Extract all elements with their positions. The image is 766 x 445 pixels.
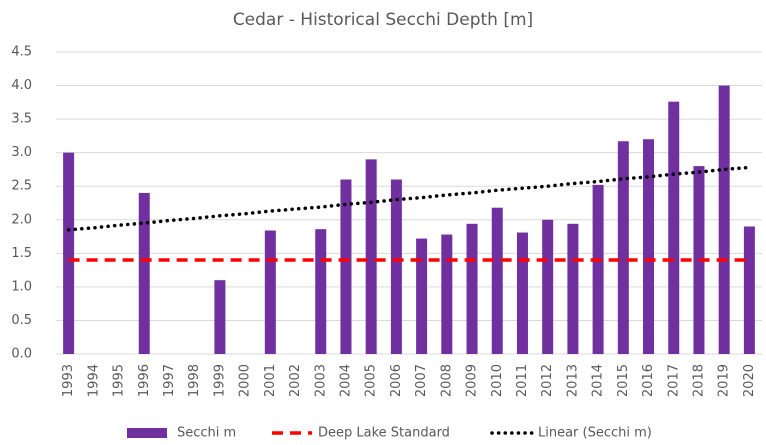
bar: [542, 219, 554, 354]
x-tick-label: 2002: [288, 364, 303, 397]
x-tick-label: 2020: [742, 364, 757, 397]
y-tick-label: 0.0: [11, 347, 32, 362]
x-tick-label: 1998: [187, 364, 202, 397]
y-tick-label: 3.0: [11, 145, 32, 160]
bar: [264, 230, 276, 354]
bar: [416, 238, 428, 354]
x-tick-label: 2016: [641, 364, 656, 397]
y-tick-label: 0.5: [11, 313, 32, 328]
x-tick-label: 2007: [414, 364, 429, 397]
x-tick-label: 2009: [465, 364, 480, 397]
bar: [491, 207, 503, 354]
bar: [643, 139, 655, 354]
y-tick-label: 4.0: [11, 78, 32, 93]
y-tick-label: 4.5: [11, 45, 32, 60]
x-tick-label: 1997: [162, 364, 177, 397]
legend-label: Secchi m: [177, 426, 236, 441]
x-tick-label: 2000: [238, 364, 253, 397]
bar: [592, 184, 604, 354]
x-tick-label: 1994: [86, 364, 101, 397]
x-tick-label: 1995: [112, 364, 127, 397]
line: [66, 165, 752, 232]
bar: [567, 223, 579, 354]
bar: [668, 101, 680, 354]
x-tick-label: 2008: [439, 364, 454, 397]
x-tick-label: 1993: [61, 364, 76, 397]
legend-label: Linear (Secchi m): [538, 426, 652, 441]
bar: [315, 229, 327, 354]
x-tick-label: 2015: [616, 364, 631, 397]
x-tick-label: 2004: [338, 364, 353, 397]
bar: [617, 141, 629, 354]
legend-swatch: [127, 428, 167, 438]
chart-title: Cedar - Historical Secchi Depth [m]: [233, 10, 533, 30]
bar: [390, 179, 402, 354]
legend-label: Deep Lake Standard: [318, 426, 450, 441]
bar: [138, 192, 150, 354]
x-tick-label: 2005: [364, 364, 379, 397]
y-tick-label: 2.0: [11, 212, 32, 227]
y-tick-label: 2.5: [11, 179, 32, 194]
x-tick-label: 2003: [313, 364, 328, 397]
bar: [340, 179, 352, 354]
bar: [466, 223, 478, 354]
x-tick-label: 2001: [263, 364, 278, 397]
x-tick-label: 2017: [666, 364, 681, 397]
x-tick-label: 2018: [691, 364, 706, 397]
x-tick-label: 2006: [389, 364, 404, 397]
bar: [441, 234, 453, 354]
bar: [365, 159, 377, 354]
x-tick-label: 2019: [717, 364, 732, 397]
bar: [63, 152, 75, 354]
y-tick-label: 1.5: [11, 246, 32, 261]
y-tick-label: 1.0: [11, 279, 32, 294]
x-tick-label: 2012: [540, 364, 555, 397]
bar: [214, 280, 226, 354]
bar: [718, 85, 730, 355]
bar: [516, 232, 528, 354]
x-tick-label: 2011: [515, 364, 530, 397]
x-tick-label: 1999: [212, 364, 227, 397]
y-tick-label: 3.5: [11, 112, 32, 127]
bar: [743, 226, 755, 354]
x-tick-label: 2014: [591, 364, 606, 397]
x-tick-label: 2013: [565, 364, 580, 397]
x-tick-label: 2010: [490, 364, 505, 397]
x-tick-label: 1996: [137, 364, 152, 397]
